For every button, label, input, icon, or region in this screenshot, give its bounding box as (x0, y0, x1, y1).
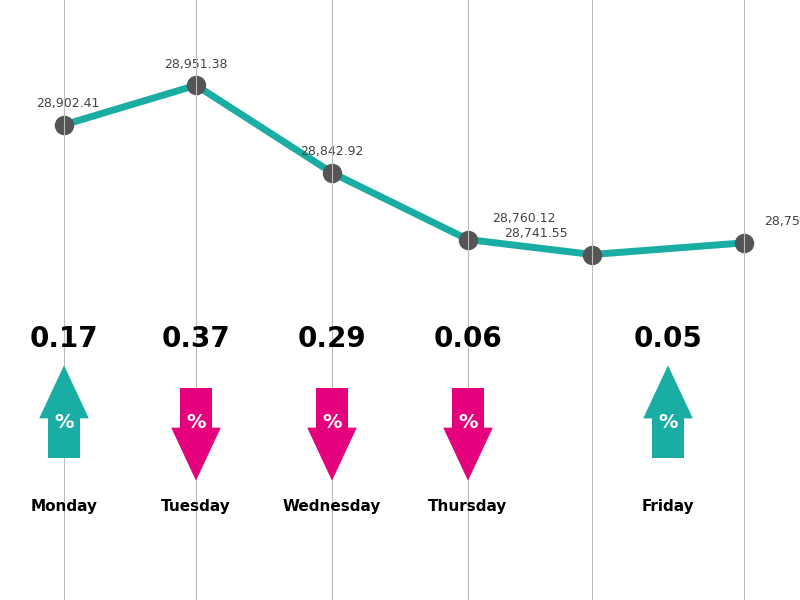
Text: 0.37: 0.37 (162, 325, 230, 353)
Text: %: % (186, 413, 206, 433)
Text: 0.05: 0.05 (634, 325, 702, 353)
Text: 28,842.92: 28,842.92 (300, 145, 364, 158)
Text: 28,760.12: 28,760.12 (492, 212, 555, 225)
Text: Friday: Friday (642, 499, 694, 514)
Text: %: % (54, 413, 74, 433)
Text: 28,951.38: 28,951.38 (164, 58, 228, 71)
Text: 0.29: 0.29 (298, 325, 366, 353)
Text: %: % (658, 413, 678, 433)
Text: Wednesday: Wednesday (283, 499, 381, 514)
Text: 28,902.41: 28,902.41 (36, 97, 99, 110)
Text: %: % (458, 413, 478, 433)
Text: 0.06: 0.06 (434, 325, 502, 353)
Text: 0.17: 0.17 (30, 325, 98, 353)
Text: Thursday: Thursday (428, 499, 508, 514)
Text: 28,756: 28,756 (764, 215, 800, 229)
Text: Tuesday: Tuesday (161, 499, 231, 514)
Text: Monday: Monday (30, 499, 98, 514)
Text: 28,741.55: 28,741.55 (504, 227, 568, 240)
Text: %: % (322, 413, 342, 433)
